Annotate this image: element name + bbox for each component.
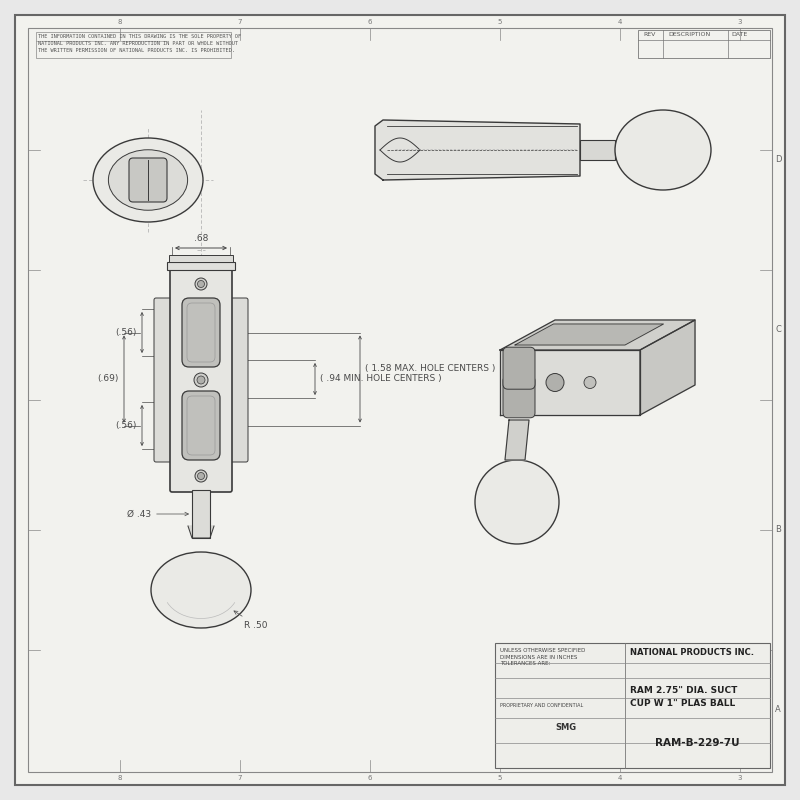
Text: C: C [775,326,781,334]
Text: UNLESS OTHERWISE SPECIFIED
DIMENSIONS ARE IN INCHES
TOLERANCES ARE:: UNLESS OTHERWISE SPECIFIED DIMENSIONS AR… [500,648,586,666]
Text: 7: 7 [238,775,242,781]
Text: Ø .43: Ø .43 [127,510,189,518]
Text: (.56): (.56) [116,328,137,337]
FancyBboxPatch shape [503,347,535,389]
Polygon shape [640,320,695,415]
Ellipse shape [93,138,203,222]
Text: 5: 5 [498,19,502,25]
Polygon shape [188,526,214,538]
Circle shape [195,470,207,482]
Circle shape [198,473,205,479]
Text: R .50: R .50 [234,611,267,630]
Text: (.69): (.69) [98,374,119,383]
FancyBboxPatch shape [182,298,220,367]
Circle shape [194,373,208,387]
Text: D: D [774,155,782,165]
Ellipse shape [109,150,187,210]
Ellipse shape [615,110,711,190]
Text: 7: 7 [238,19,242,25]
Text: NATIONAL PRODUCTS INC.: NATIONAL PRODUCTS INC. [630,648,754,657]
FancyBboxPatch shape [228,298,248,462]
FancyBboxPatch shape [129,158,167,202]
Text: B: B [775,526,781,534]
Text: 6: 6 [368,775,372,781]
Circle shape [195,278,207,290]
Text: ( .94 MIN. HOLE CENTERS ): ( .94 MIN. HOLE CENTERS ) [320,374,442,383]
Bar [169,255,233,262]
Circle shape [546,374,564,391]
Circle shape [198,281,205,287]
Bar [580,140,615,160]
Text: A: A [775,706,781,714]
Text: 6: 6 [368,19,372,25]
Text: 4: 4 [618,19,622,25]
Ellipse shape [151,552,251,628]
Bar [192,490,210,538]
Polygon shape [515,324,663,345]
Text: DATE: DATE [731,32,747,37]
FancyBboxPatch shape [503,376,535,418]
Text: REV: REV [643,32,655,37]
Circle shape [197,376,205,384]
Text: 8: 8 [118,19,122,25]
Text: (.56): (.56) [116,421,137,430]
Text: PROPRIETARY AND CONFIDENTIAL: PROPRIETARY AND CONFIDENTIAL [500,703,583,708]
Polygon shape [500,320,695,350]
Bar [495,643,770,768]
Text: RAM-B-229-7U: RAM-B-229-7U [655,738,740,748]
Text: THE INFORMATION CONTAINED IN THIS DRAWING IS THE SOLE PROPERTY OF
NATIONAL PRODU: THE INFORMATION CONTAINED IN THIS DRAWIN… [38,34,241,53]
Text: SMG: SMG [555,723,576,732]
Circle shape [584,377,596,389]
Text: 3: 3 [738,19,742,25]
Circle shape [475,460,559,544]
FancyBboxPatch shape [154,298,174,462]
Bar [167,262,235,270]
Text: RAM 2.75" DIA. SUCT
CUP W 1" PLAS BALL: RAM 2.75" DIA. SUCT CUP W 1" PLAS BALL [630,686,738,707]
Polygon shape [375,120,580,180]
Bar [36,32,231,58]
FancyBboxPatch shape [182,391,220,460]
Text: 4: 4 [618,775,622,781]
Polygon shape [500,350,640,415]
Text: 8: 8 [118,775,122,781]
Text: 5: 5 [498,775,502,781]
FancyBboxPatch shape [170,268,232,492]
Text: 3: 3 [738,775,742,781]
Text: DESCRIPTION: DESCRIPTION [668,32,710,37]
Text: ( 1.58 MAX. HOLE CENTERS ): ( 1.58 MAX. HOLE CENTERS ) [365,365,495,374]
Polygon shape [505,420,529,460]
Text: .68: .68 [194,234,208,243]
Bar [638,30,770,58]
